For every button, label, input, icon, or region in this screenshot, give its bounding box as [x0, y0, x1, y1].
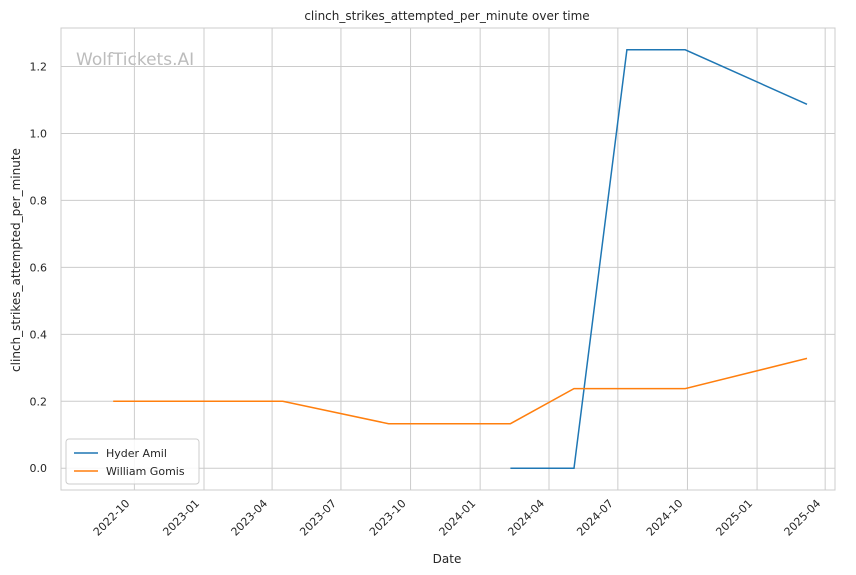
data-point-william-gomis: [112, 400, 114, 402]
plot-area-frame: [60, 27, 836, 491]
data-point-william-gomis: [282, 400, 284, 402]
data-point-william-gomis: [388, 423, 390, 425]
y-axis-title: clinch_strikes_attempted_per_minute: [9, 148, 23, 372]
watermark-text: WolfTickets.AI: [76, 50, 194, 70]
y-tick-label: 0.2: [30, 395, 48, 408]
y-tick-label: 0.0: [30, 462, 48, 475]
data-point-william-gomis: [573, 388, 575, 390]
y-tick-label: 1.0: [30, 127, 48, 140]
series-line-hyder-amil: [510, 49, 808, 469]
legend-label-hyder-amil: Hyder Amil: [106, 447, 167, 460]
y-tick-label: 0.6: [30, 261, 48, 274]
data-point-hyder-amil: [626, 49, 628, 51]
data-point-hyder-amil: [806, 103, 808, 105]
data-point-hyder-amil: [684, 49, 686, 51]
chart-title: clinch_strikes_attempted_per_minute over…: [304, 9, 589, 23]
y-tick-label: 0.4: [30, 328, 48, 341]
y-tick-label: 0.8: [30, 194, 48, 207]
data-point-hyder-amil: [573, 467, 575, 469]
data-point-hyder-amil: [510, 467, 512, 469]
series-lines: [112, 49, 808, 469]
legend-label-william-gomis: William Gomis: [106, 465, 185, 478]
series-line-william-gomis: [113, 357, 808, 425]
y-tick-label: 1.2: [30, 61, 48, 74]
data-point-william-gomis: [684, 388, 686, 390]
x-axis-title: Date: [433, 552, 462, 566]
data-point-william-gomis: [510, 423, 512, 425]
y-axis-ticks: 0.0 0.2 0.4 0.6 0.8 1.0 1.2: [30, 61, 48, 476]
data-point-william-gomis: [806, 358, 808, 360]
legend-box: [65, 438, 200, 485]
legend: Hyder Amil William Gomis: [65, 438, 200, 485]
